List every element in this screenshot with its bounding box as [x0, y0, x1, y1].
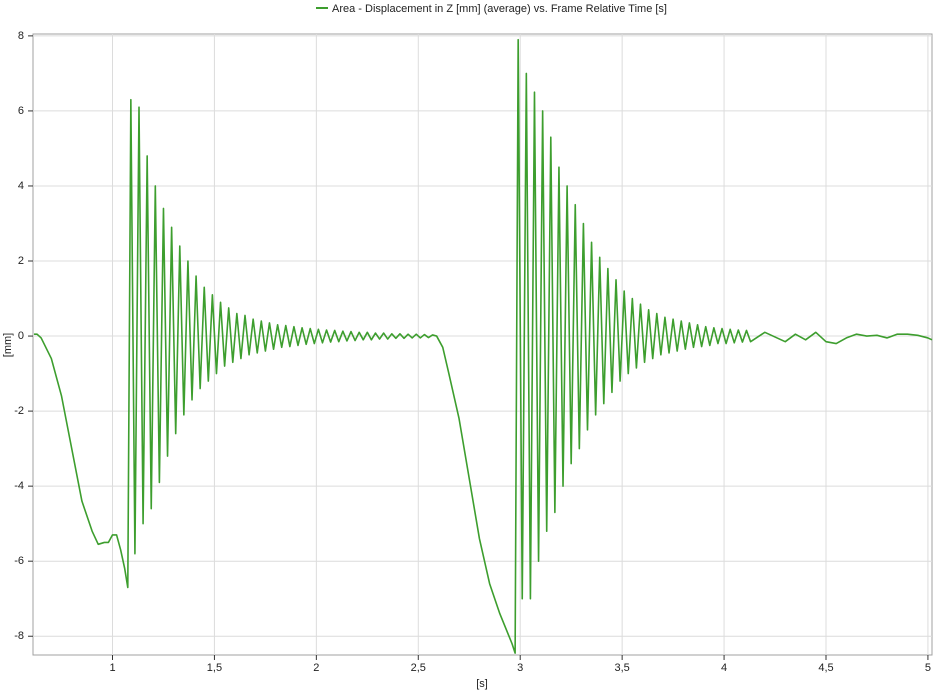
- y-tick-label: -6: [14, 555, 24, 567]
- x-tick-label: 1: [109, 662, 115, 674]
- plot-area: [32, 33, 933, 656]
- y-tick-label: -8: [14, 630, 24, 642]
- x-tick-label: 1,5: [207, 662, 222, 674]
- x-tick-label: 4: [721, 662, 727, 674]
- data-line: [34, 38, 933, 654]
- y-tick-label: 0: [18, 330, 24, 342]
- x-axis-label: [s]: [476, 678, 488, 690]
- y-tick-label: -2: [14, 405, 24, 417]
- x-tick-label: 5: [925, 662, 931, 674]
- y-tick-label: 8: [18, 30, 24, 42]
- x-tick-label: 2,5: [411, 662, 426, 674]
- y-tick-label: 6: [18, 105, 24, 117]
- x-tick-label: 3: [517, 662, 523, 674]
- legend-label: Area - Displacement in Z [mm] (average) …: [332, 3, 667, 15]
- x-tick-label: 2: [313, 662, 319, 674]
- x-tick-label: 4,5: [818, 662, 833, 674]
- y-tick-label: 4: [18, 180, 24, 192]
- y-tick-label: 2: [18, 255, 24, 267]
- y-tick-label: -4: [14, 480, 24, 492]
- y-axis-label: [mm]: [2, 333, 14, 357]
- x-tick-label: 3,5: [614, 662, 629, 674]
